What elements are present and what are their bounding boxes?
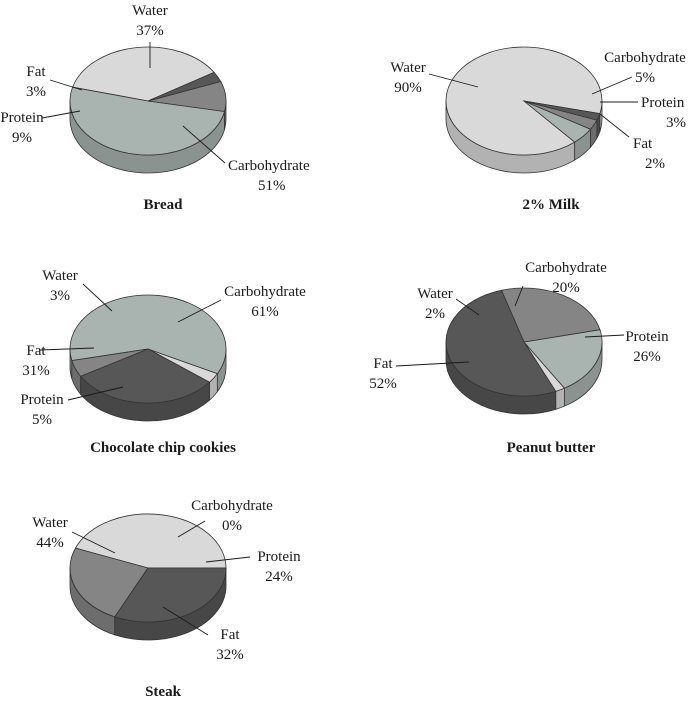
pie-chart-bread: Water 37% Carbohydrate 51% Protein 9% Fat 3% Bre… [0, 3, 310, 213]
leader-line-2-milk-carbohydrate [591, 76, 633, 95]
slice-label-peanut-butter-water: Water [417, 286, 452, 302]
slice-label-bread-water: Water [132, 3, 167, 19]
slice-percent-steak-protein: 24% [265, 569, 293, 585]
leader-line-bread-fat [49, 79, 83, 91]
pie-slice-steak-protein [69, 547, 149, 618]
slice-percent-steak-fat: 32% [216, 647, 244, 663]
slice-label-2-milk-fat: Fat [633, 136, 653, 152]
slice-percent-peanut-butter-water: 2% [425, 306, 445, 322]
slice-percent-chocolate-chip-cookies-fat: 31% [22, 363, 50, 379]
leader-line-peanut-butter-fat [395, 361, 470, 367]
slice-percent-steak-carbohydrate: 0% [222, 518, 242, 534]
chart-title-chocolate-chip-cookies: Chocolate chip cookies [90, 440, 236, 456]
slice-label-chocolate-chip-cookies-water: Water [42, 268, 77, 284]
slice-label-chocolate-chip-cookies-carbohydrate: Carbohydrate [224, 284, 306, 300]
leader-line-steak-water [71, 531, 116, 554]
slice-percent-bread-protein: 9% [12, 130, 32, 146]
chart-title-bread: Bread [144, 197, 184, 213]
leader-line-bread-protein [41, 110, 81, 119]
pie-slice-2-milk-fat [523, 100, 601, 121]
pie-slice-peanut-butter-protein [500, 287, 601, 343]
leader-line-chocolate-chip-cookies-fat [39, 347, 95, 351]
leader-line-chocolate-chip-cookies-water [82, 283, 113, 312]
pie-slice-bread-carbohydrate [69, 86, 226, 156]
slice-label-steak-fat: Fat [220, 627, 240, 643]
chart-title-peanut-butter: Peanut butter [507, 440, 596, 456]
leader-line-chocolate-chip-cookies-carbohydrate [177, 299, 222, 323]
slice-percent-steak-water: 44% [36, 535, 64, 551]
slice-percent-bread-carbohydrate: 51% [258, 178, 286, 194]
slice-label-2-milk-carbohydrate: Carbohydrate [604, 50, 686, 66]
leader-line-steak-protein [205, 556, 251, 563]
slice-percent-2-milk-protein: 3% [666, 115, 686, 131]
pie-chart-2-milk: Water 90% Carbohydrate 5% Protein 3% Fat 2% 2% M… [390, 46, 686, 213]
slice-label-peanut-butter-fat: Fat [373, 356, 393, 372]
slice-label-bread-fat: Fat [26, 64, 46, 80]
chart-title-steak: Steak [145, 684, 181, 700]
slice-percent-2-milk-fat: 2% [645, 156, 665, 172]
slice-label-peanut-butter-protein: Protein [625, 329, 669, 345]
pie-slice-peanut-butter-fat [445, 289, 557, 397]
slice-percent-chocolate-chip-cookies-carbohydrate: 61% [251, 304, 279, 320]
slice-label-bread-protein: Protein [0, 110, 44, 126]
leader-line-peanut-butter-water [455, 298, 480, 316]
pie-slice-steak-water [74, 513, 227, 569]
leader-line-bread-carbohydrate [182, 125, 226, 164]
slice-percent-chocolate-chip-cookies-protein: 5% [32, 412, 52, 428]
slice-percent-peanut-butter-carbohydrate: 20% [552, 280, 580, 296]
slice-label-chocolate-chip-cookies-fat: Fat [26, 343, 46, 359]
slice-label-bread-carbohydrate: Carbohydrate [228, 158, 310, 174]
slice-percent-peanut-butter-fat: 52% [369, 376, 397, 392]
pie-slice-steak-fat [114, 567, 227, 623]
leader-line-steak-carbohydrate [177, 520, 206, 538]
pie-slice-bread-fat [147, 71, 222, 102]
pie-chart-steak: Water 44% Carbohydrate 0% Protein 24% Fat 32% St… [32, 498, 301, 700]
pie-slice-chocolate-chip-cookies-carbohydrate [69, 294, 227, 375]
chart-title-2-milk: 2% Milk [522, 197, 580, 213]
slice-label-2-milk-protein: Protein [641, 95, 685, 111]
pie-slice-peanut-butter-carbohydrate [523, 329, 603, 389]
leader-line-peanut-butter-carbohydrate [514, 285, 524, 307]
leader-line-2-milk-water [428, 73, 479, 88]
slice-label-steak-water: Water [32, 515, 67, 531]
slice-percent-bread-fat: 3% [26, 84, 46, 100]
slice-label-steak-carbohydrate: Carbohydrate [191, 498, 273, 514]
slice-label-steak-protein: Protein [257, 549, 301, 565]
pie-chart-chocolate-chip-cookies: Water 3% Carbohydrate 61% Protein 5% Fat 31% Cho… [20, 268, 306, 456]
leader-line-peanut-butter-protein [584, 334, 625, 338]
slice-percent-2-milk-carbohydrate: 5% [635, 70, 655, 86]
slice-percent-chocolate-chip-cookies-water: 3% [50, 288, 70, 304]
slice-label-chocolate-chip-cookies-protein: Protein [20, 392, 64, 408]
leader-line-chocolate-chip-cookies-protein [67, 386, 124, 401]
slice-percent-2-milk-water: 90% [394, 80, 422, 96]
slice-label-2-milk-water: Water [390, 60, 425, 76]
slice-percent-peanut-butter-protein: 26% [633, 349, 661, 365]
leader-line-2-milk-fat [599, 113, 630, 138]
slice-label-peanut-butter-carbohydrate: Carbohydrate [525, 260, 607, 276]
slice-percent-bread-water: 37% [136, 23, 164, 39]
pie-chart-peanut-butter: Water 2% Carbohydrate 20% Protein 26% Fat 52% Pe… [369, 260, 669, 456]
pie-side-peanut-butter-water [555, 387, 565, 410]
leader-line-steak-fat [162, 606, 209, 636]
